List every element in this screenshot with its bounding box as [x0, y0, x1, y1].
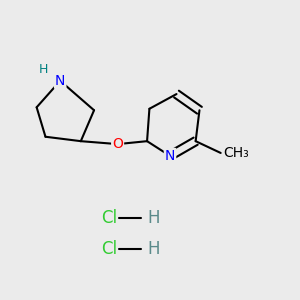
Text: H: H: [147, 240, 160, 258]
Text: H: H: [147, 209, 160, 227]
Text: N: N: [55, 74, 65, 88]
Text: H: H: [38, 63, 48, 76]
Text: N: N: [165, 149, 175, 163]
Text: Cl: Cl: [101, 209, 118, 227]
Text: O: O: [112, 137, 123, 151]
Text: Cl: Cl: [101, 240, 118, 258]
Text: CH₃: CH₃: [224, 146, 249, 160]
